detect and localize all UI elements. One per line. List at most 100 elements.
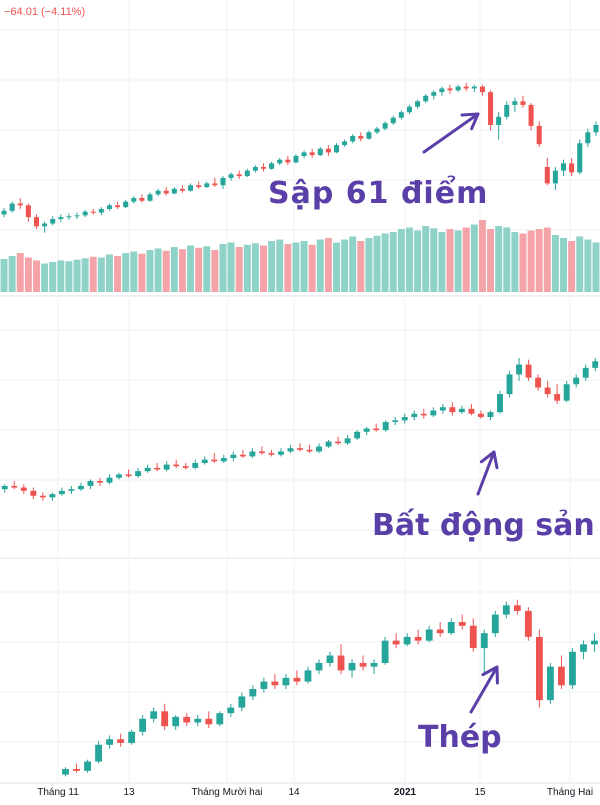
candle-body xyxy=(1,485,8,490)
candle-body xyxy=(73,768,80,771)
volume-bar xyxy=(57,260,65,292)
candle-body xyxy=(398,112,404,118)
candle-body xyxy=(249,689,257,697)
candle-body xyxy=(147,194,153,201)
candle-body xyxy=(392,640,400,645)
candle-body xyxy=(236,174,242,177)
candle-body xyxy=(363,428,370,432)
candle-body xyxy=(415,101,421,107)
candle-body xyxy=(392,420,399,422)
candle-body xyxy=(382,123,388,129)
volume-bar xyxy=(519,233,527,292)
candle-body xyxy=(238,696,246,708)
candle-body xyxy=(163,190,169,194)
x-tick-label: Tháng Hai xyxy=(546,787,594,798)
volume-bar xyxy=(284,244,292,292)
candle-body xyxy=(98,208,104,213)
candle-body xyxy=(359,662,367,667)
candle-body xyxy=(374,128,380,133)
annotation-steel: Thép xyxy=(418,720,502,755)
volume-bar xyxy=(114,256,122,292)
candle-body xyxy=(423,95,429,102)
volume-bar xyxy=(487,229,495,292)
volume-bar xyxy=(454,230,462,292)
candle-body xyxy=(239,454,246,457)
volume-bar xyxy=(422,226,430,292)
candle-body xyxy=(535,636,543,701)
volume-bar xyxy=(333,242,340,292)
candle-body xyxy=(582,367,589,378)
volume-bar xyxy=(162,250,170,292)
candle-body xyxy=(106,477,113,483)
candle-body xyxy=(220,458,227,462)
candle-body xyxy=(487,412,494,418)
candle-body xyxy=(115,205,121,208)
candle-body xyxy=(123,201,129,208)
candle-body xyxy=(194,718,202,723)
candle-body xyxy=(125,474,132,477)
volume-bar xyxy=(324,238,332,292)
candle-body xyxy=(68,489,75,491)
volume-bar xyxy=(430,228,438,292)
candle-body xyxy=(74,215,80,217)
volume-bar xyxy=(195,247,203,292)
candle-body xyxy=(430,410,437,416)
candle-body xyxy=(513,605,521,611)
volume-bar xyxy=(560,238,567,292)
candle-body xyxy=(491,614,499,634)
candle-body xyxy=(316,446,322,452)
volume-bar xyxy=(389,232,397,292)
candle-body xyxy=(49,494,56,498)
candle-body xyxy=(20,487,27,491)
candle-body xyxy=(524,610,532,637)
candle-body xyxy=(220,177,226,186)
candle-body xyxy=(196,185,202,188)
candle-body xyxy=(230,454,237,459)
volume-bar xyxy=(478,220,486,292)
candle-body xyxy=(58,490,65,495)
annotation-real-estate: Bất động sản xyxy=(372,508,595,543)
candle-body xyxy=(535,377,542,388)
candle-body xyxy=(593,124,599,133)
candle-body xyxy=(471,86,477,89)
candle-body xyxy=(496,116,502,125)
annotation-arrowhead xyxy=(460,112,480,131)
candle-body xyxy=(50,219,56,224)
candle-body xyxy=(1,210,7,215)
candle-body xyxy=(17,203,23,206)
x-tick-label: Tháng Mười hai xyxy=(191,787,263,798)
candle-body xyxy=(506,374,513,395)
candle-body xyxy=(258,451,265,454)
x-tick-label: Tháng 11 xyxy=(37,787,79,798)
candle-body xyxy=(580,644,587,652)
candle-body xyxy=(558,666,565,686)
candle-body xyxy=(304,670,312,682)
annotation-crash: Sập 61 điểm xyxy=(268,176,489,211)
candle-body xyxy=(497,394,503,413)
candle-body xyxy=(552,170,558,184)
candle-body xyxy=(155,190,161,195)
candle-body xyxy=(455,86,461,91)
candle-body xyxy=(285,159,291,163)
volume-bar xyxy=(535,229,543,292)
volume-bar xyxy=(41,263,49,292)
candle-body xyxy=(544,166,550,184)
volume-bar xyxy=(349,236,357,292)
candle-body xyxy=(425,629,433,641)
candle-body xyxy=(58,217,64,220)
candle-body xyxy=(39,495,46,498)
annotation-arrowhead xyxy=(481,665,499,685)
candle-body xyxy=(154,467,161,470)
volume-bar xyxy=(308,244,316,292)
candle-body xyxy=(212,183,218,186)
volume-bar xyxy=(373,235,381,292)
candle-body xyxy=(373,428,380,431)
volume-bar xyxy=(89,256,97,292)
volume-bar xyxy=(405,227,413,292)
volume-bar xyxy=(130,251,138,292)
candle-body xyxy=(546,666,554,701)
volume-bar xyxy=(365,238,373,292)
candle-body xyxy=(585,132,591,144)
volume-bar xyxy=(97,257,105,292)
candle-body xyxy=(335,441,342,444)
